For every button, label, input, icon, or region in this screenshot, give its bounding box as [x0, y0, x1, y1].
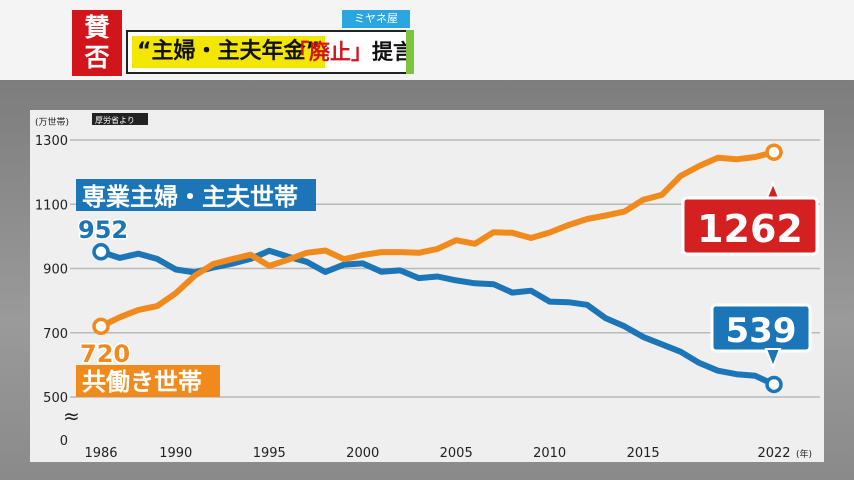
x-tick-label: 2000 — [346, 446, 379, 461]
y-tick-label: 900 — [43, 263, 68, 278]
homemaker-end-label: 539 — [726, 311, 797, 351]
x-tick-labels: 1986 1990 1995 2000 2005 2010 2015 2022 — [84, 446, 790, 461]
homemaker-start-label: 952 — [78, 216, 128, 244]
dual-income-name-box — [76, 365, 220, 397]
series-endpoint-marker — [765, 375, 783, 394]
source-note: 厚労省より — [95, 115, 135, 125]
yes-no-badge: 賛 否 — [72, 10, 122, 76]
homemaker-series-name: 専業主婦・主夫世帯 — [82, 183, 298, 211]
y-axis-unit: (万世帯) — [35, 116, 69, 128]
series-lines — [92, 143, 783, 394]
x-tick-label: 1986 — [84, 446, 117, 461]
y-tick-label: 700 — [43, 327, 68, 342]
series-endpoint-marker — [765, 143, 783, 161]
homemaker-name-box — [76, 179, 316, 211]
headline-banner: 賛 否 ミヤネ屋 “主婦・主夫年金” 「廃止」提言 — [72, 10, 414, 76]
x-tick-label: 2015 — [627, 446, 660, 461]
y-tick-label: 1100 — [35, 198, 68, 213]
y-tick-labels: 1300 1100 900 700 500 0 — [35, 134, 68, 449]
series-endpoint-marker — [92, 317, 110, 336]
station-tag: ミヤネ屋 — [342, 10, 410, 28]
headline-rest: 「廃止」提言 — [288, 36, 414, 68]
banner-accent — [406, 30, 414, 74]
dual-income-end-callout — [681, 196, 819, 256]
badge-bottom-char: 否 — [84, 43, 110, 72]
homemaker-end-callout — [710, 303, 812, 353]
x-tick-label: 2005 — [440, 446, 473, 461]
series-endpoint-marker — [92, 243, 110, 261]
series-line-1 — [98, 149, 777, 330]
y-tick-label: 0 — [60, 434, 68, 449]
x-tick-label: 2022 — [757, 446, 790, 461]
dual-income-series-name: 共働き世帯 — [82, 368, 202, 396]
headline-box: “主婦・主夫年金” 「廃止」提言 — [126, 30, 414, 74]
x-tick-label: 1995 — [253, 446, 286, 461]
y-tick-label: 1300 — [35, 134, 68, 149]
badge-top-char: 賛 — [84, 13, 110, 42]
headline-bracket: 「廃止」 — [288, 40, 372, 64]
y-tick-label: 500 — [43, 391, 68, 406]
x-tick-label: 1990 — [159, 446, 192, 461]
dual-income-end-label: 1262 — [697, 207, 803, 251]
x-axis-unit: (年) — [796, 448, 812, 460]
headline-quoted: “主婦・主夫年金” — [132, 36, 325, 68]
dual-income-start-label: 720 — [80, 340, 130, 368]
x-tick-label: 2010 — [533, 446, 566, 461]
y-axis-break: ≈ — [63, 404, 80, 428]
source-note-box — [92, 113, 148, 125]
homemaker-callout-pointer — [764, 348, 782, 370]
